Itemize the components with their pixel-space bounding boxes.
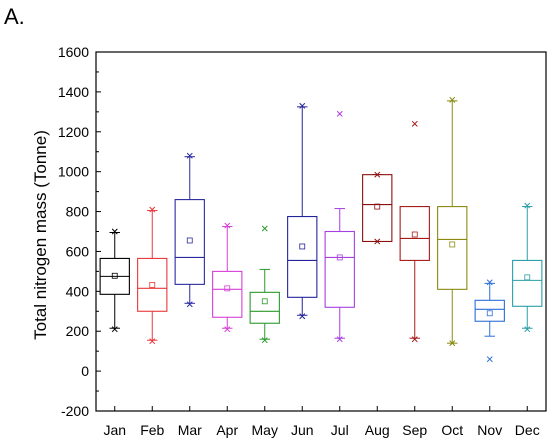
y-tick-label: 1000 <box>58 164 89 180</box>
outlier-high-marker <box>374 171 381 178</box>
x-tick-label: Jun <box>291 422 314 438</box>
x-axis-ticks: Jan Feb Mar Apr May Jun Jul Aug Sep Oct Nov Dec <box>103 406 540 438</box>
box-jun <box>287 102 318 320</box>
box-dec <box>512 202 543 333</box>
box-iqr <box>324 230 355 308</box>
outlier-low-marker <box>336 336 343 343</box>
mean-marker <box>299 243 306 250</box>
box-may <box>249 225 280 344</box>
outlier-high-marker <box>224 222 231 229</box>
mean-marker <box>224 285 231 292</box>
y-tick-label: 400 <box>66 283 90 299</box>
box-jan <box>99 228 130 333</box>
y-axis-ticks: -200 0 200 400 600 800 1000 1200 1400 1600 <box>58 44 101 419</box>
box-aug <box>362 171 393 245</box>
outlier-low-marker <box>374 238 381 245</box>
outlier-low-marker <box>186 301 193 308</box>
outlier-high-marker <box>299 102 306 109</box>
x-tick-label: Apr <box>216 422 238 438</box>
mean-marker <box>149 282 156 288</box>
mean-marker <box>449 241 456 248</box>
mean-marker <box>186 237 193 244</box>
box-mar <box>174 152 205 308</box>
box-oct <box>437 96 468 347</box>
outlier-low-marker <box>261 337 268 344</box>
outlier-low-marker <box>224 326 231 333</box>
outlier-high-marker <box>524 202 531 209</box>
outlier-high-marker <box>111 228 118 235</box>
outlier-low-marker <box>449 340 456 347</box>
y-axis-title: Total nitrogen mass (Tonne) <box>31 130 50 340</box>
box-iqr <box>137 257 168 312</box>
box-iqr <box>287 215 318 298</box>
box-feb <box>137 206 168 345</box>
y-tick-label: 200 <box>66 323 90 339</box>
mean-marker <box>111 272 118 279</box>
box-series <box>99 96 543 363</box>
outlier-high-marker <box>486 279 493 286</box>
x-tick-label: Dec <box>515 422 540 438</box>
outlier-low-marker <box>149 338 156 345</box>
box-nov <box>474 279 505 363</box>
box-iqr <box>212 270 243 318</box>
outlier-high-marker <box>449 96 456 103</box>
chart-axes <box>95 51 547 412</box>
outlier-high-marker <box>336 110 343 117</box>
y-tick-label: 600 <box>66 243 90 259</box>
mean-marker <box>374 203 381 210</box>
outlier-high-marker <box>186 152 193 159</box>
y-tick-label: 800 <box>66 204 90 220</box>
box-apr <box>212 222 243 333</box>
box-iqr <box>249 291 280 324</box>
plot-frame <box>95 51 547 412</box>
x-tick-label: Mar <box>178 422 202 438</box>
y-tick-label: -200 <box>61 403 89 419</box>
mean-marker <box>336 254 343 261</box>
x-tick-label: May <box>252 422 278 438</box>
y-tick-label: 1600 <box>58 44 89 60</box>
outlier-low-marker <box>486 356 493 363</box>
box-iqr <box>174 199 205 285</box>
outlier-low-marker <box>299 313 306 320</box>
outlier-low-marker <box>411 336 418 343</box>
outlier-high-marker <box>149 206 156 213</box>
outlier-low-marker <box>111 326 118 333</box>
x-tick-label: Jul <box>331 422 349 438</box>
box-jul <box>324 110 355 343</box>
box-iqr <box>512 259 543 307</box>
box-iqr <box>399 206 430 261</box>
x-tick-label: Aug <box>365 422 390 438</box>
y-tick-label: 1200 <box>58 124 89 140</box>
box-sep <box>399 120 430 343</box>
box-iqr <box>362 174 393 243</box>
mean-marker <box>411 231 418 238</box>
x-tick-label: Jan <box>103 422 126 438</box>
y-tick-label: 0 <box>81 363 89 379</box>
x-tick-label: Nov <box>477 422 502 438</box>
mean-marker <box>486 310 493 317</box>
outlier-high-marker <box>411 120 418 127</box>
x-tick-label: Sep <box>402 422 427 438</box>
outlier-low-marker <box>524 326 531 333</box>
mean-marker <box>524 274 531 281</box>
box-iqr <box>437 206 468 290</box>
mean-marker <box>261 298 268 305</box>
outlier-high-marker <box>261 225 268 232</box>
y-tick-label: 1400 <box>58 84 89 100</box>
panel-label: A. <box>4 4 25 29</box>
x-tick-label: Feb <box>140 422 164 438</box>
x-tick-label: Oct <box>441 422 463 438</box>
